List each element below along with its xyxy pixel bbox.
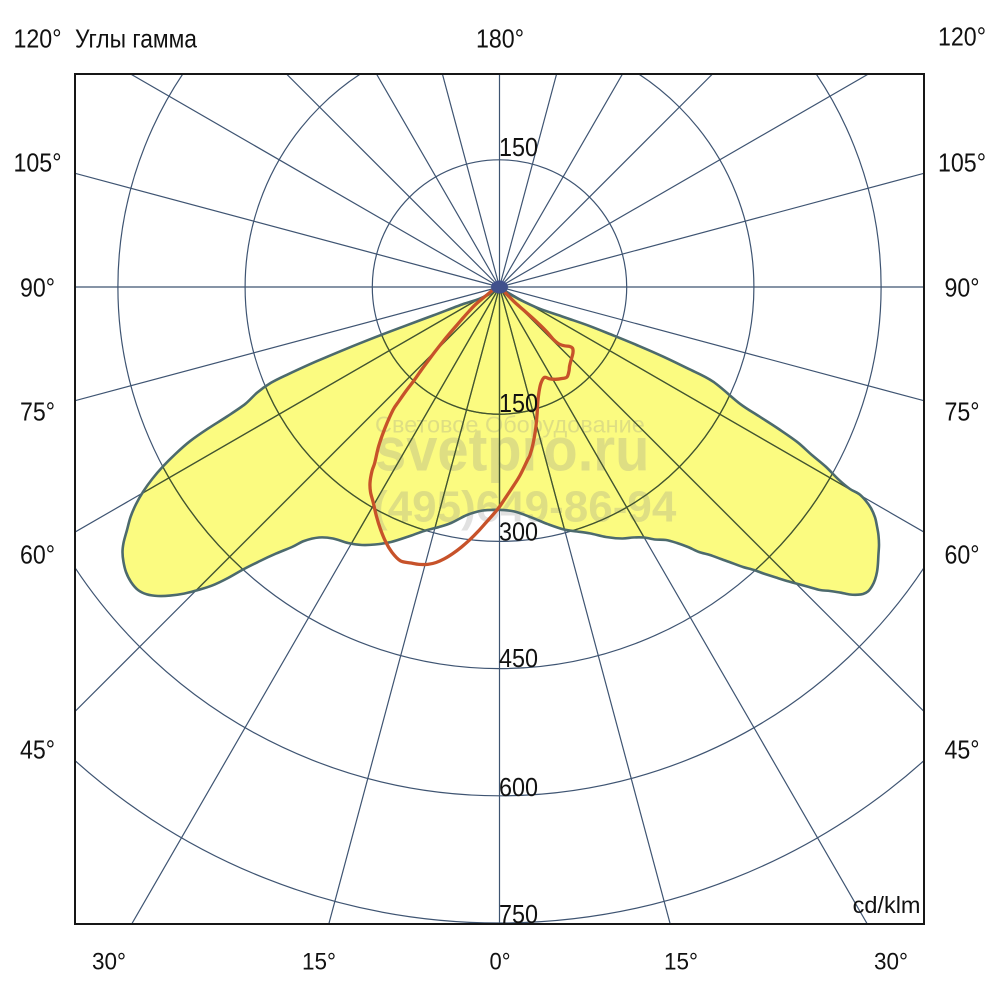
svg-text:15°: 15° (302, 949, 336, 976)
svg-text:75°: 75° (20, 397, 55, 427)
svg-text:30°: 30° (92, 949, 126, 976)
svg-text:90°: 90° (20, 273, 55, 303)
svg-text:60°: 60° (945, 540, 980, 570)
svg-text:90°: 90° (945, 273, 980, 303)
svg-text:45°: 45° (20, 735, 55, 765)
svg-text:105°: 105° (938, 148, 986, 178)
svg-text:svetpro.ru: svetpro.ru (375, 416, 649, 484)
svg-text:120°: 120° (14, 24, 62, 54)
svg-text:60°: 60° (20, 540, 55, 570)
svg-text:45°: 45° (945, 735, 980, 765)
svg-text:30°: 30° (874, 949, 908, 976)
svg-text:150: 150 (499, 388, 538, 418)
svg-text:0°: 0° (490, 949, 511, 976)
svg-text:Углы гамма: Углы гамма (75, 24, 197, 54)
svg-text:150: 150 (499, 132, 538, 162)
svg-text:cd/klm: cd/klm (853, 892, 921, 918)
svg-text:450: 450 (499, 643, 538, 673)
svg-text:300: 300 (499, 517, 538, 547)
svg-text:105°: 105° (14, 148, 62, 178)
svg-text:180°: 180° (476, 24, 524, 54)
svg-text:750: 750 (499, 899, 538, 929)
svg-text:600: 600 (499, 772, 538, 802)
svg-text:15°: 15° (664, 949, 698, 976)
svg-text:120°: 120° (938, 22, 986, 52)
svg-text:75°: 75° (945, 397, 980, 427)
